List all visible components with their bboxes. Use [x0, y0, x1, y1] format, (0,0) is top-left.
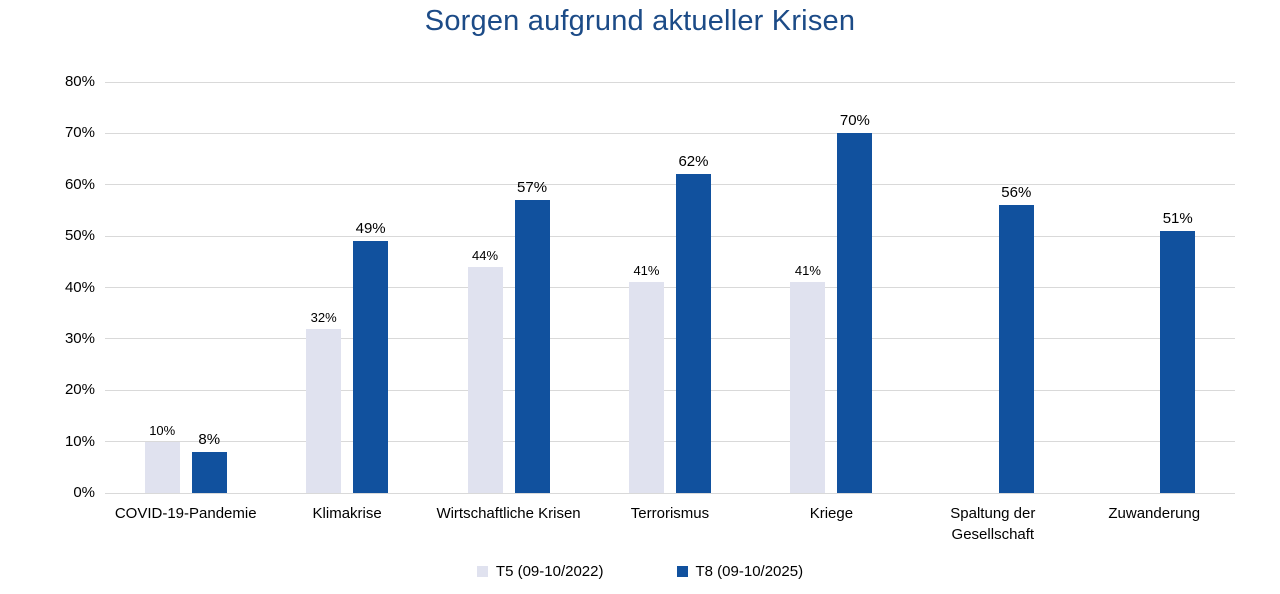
bar-slot: 44%: [467, 82, 503, 493]
value-label: 70%: [839, 112, 870, 130]
bar-t5: [467, 266, 503, 493]
bar-slot: 51%: [1160, 82, 1196, 493]
bar-group: 44% 57%: [428, 82, 589, 493]
legend-label: T5 (09-10/2022): [495, 563, 604, 580]
y-axis-label: 0%: [73, 484, 95, 501]
bar-slot: [952, 82, 987, 493]
value-label: 41%: [633, 263, 660, 279]
category-label: Zuwanderung: [1108, 505, 1201, 522]
legend: T5 (09-10/2022) T8 (09-10/2025): [0, 563, 1280, 580]
gridline: [105, 81, 1235, 83]
bar-group: 10% 8%: [105, 82, 266, 493]
legend-label: T8 (09-10/2025): [695, 563, 804, 580]
value-label: 56%: [1001, 184, 1032, 202]
y-axis-label: 80%: [64, 73, 95, 90]
bar-t8: [1160, 231, 1196, 493]
gridline: [105, 235, 1235, 237]
value-label: 10%: [149, 422, 176, 438]
bar-group: 41% 70%: [751, 82, 912, 493]
bar-t5: [628, 282, 664, 493]
bar-slot: 62%: [675, 82, 711, 493]
bar-group: 51%: [1074, 82, 1235, 493]
gridline: [105, 441, 1235, 443]
bar-slot: 70%: [837, 82, 873, 493]
category-axis: COVID-19-Pandemie Klimakrise Wirtschaftlic…: [105, 503, 1235, 545]
bar-slot: 32%: [306, 82, 342, 493]
bar-group: 56%: [912, 82, 1073, 493]
legend-item-t8: T8 (09-10/2025): [676, 563, 804, 580]
category-label: Terrorismus: [630, 505, 710, 522]
bar-slot: 56%: [998, 82, 1034, 493]
chart-title: Sorgen aufgrund aktueller Krisen: [424, 5, 856, 37]
bar-t8: [191, 451, 227, 493]
value-label: 57%: [517, 179, 548, 197]
y-axis-label: 60%: [64, 175, 95, 193]
gridline: [105, 287, 1235, 288]
category-label: Kriege: [809, 505, 854, 522]
gridline: [105, 132, 1235, 134]
legend-item-t5: T5 (09-10/2022): [476, 563, 604, 580]
value-label: 51%: [1162, 210, 1193, 227]
bar-t8: [353, 241, 389, 493]
gridline: [105, 389, 1235, 391]
bar-group: 41% 62%: [589, 82, 750, 493]
bar-slot: 41%: [628, 82, 664, 493]
y-axis-label: 10%: [64, 432, 95, 450]
bar-slot: 41%: [790, 82, 826, 493]
y-axis-label: 30%: [64, 329, 95, 347]
bar-slot: 49%: [353, 82, 389, 493]
bar-t8: [837, 133, 873, 493]
value-label: 8%: [198, 430, 221, 448]
bar-slot: 8%: [191, 82, 227, 493]
bar-t5: [306, 328, 342, 493]
bar-t5: [144, 441, 180, 493]
bar-slot: [1113, 82, 1148, 493]
value-label: 62%: [678, 153, 709, 171]
value-label: 49%: [355, 220, 386, 238]
value-label: 32%: [310, 309, 337, 325]
category-label: Klimakrise: [312, 505, 382, 522]
gridline: [105, 492, 1235, 494]
y-axis-label: 20%: [64, 381, 95, 399]
bar-t8: [514, 200, 550, 493]
bar-group: 32% 49%: [266, 82, 427, 493]
bar-t8: [675, 174, 711, 493]
value-label: 41%: [794, 263, 821, 279]
bar-slot: 57%: [514, 82, 550, 493]
gridline: [105, 184, 1235, 186]
bar-groups: 10% 8% 32% 49% 44% 57% 41% 62% 41% 70% 56% 51%: [105, 82, 1235, 493]
gridline: [105, 338, 1235, 340]
legend-swatch: [476, 566, 488, 577]
bar-t5: [790, 282, 826, 493]
y-axis-label: 50%: [64, 227, 95, 245]
category-label: Spaltung der Gesellschaft: [950, 505, 1036, 543]
value-label: 44%: [472, 247, 499, 263]
y-axis-label: 70%: [64, 124, 95, 142]
legend-swatch: [676, 566, 688, 577]
category-label: Wirtschaftliche Krisen: [436, 505, 581, 522]
category-label: COVID-19-Pandemie: [114, 505, 257, 522]
bar-t8: [998, 205, 1034, 493]
bar-slot: 10%: [144, 82, 180, 493]
y-axis-label: 40%: [64, 278, 95, 296]
